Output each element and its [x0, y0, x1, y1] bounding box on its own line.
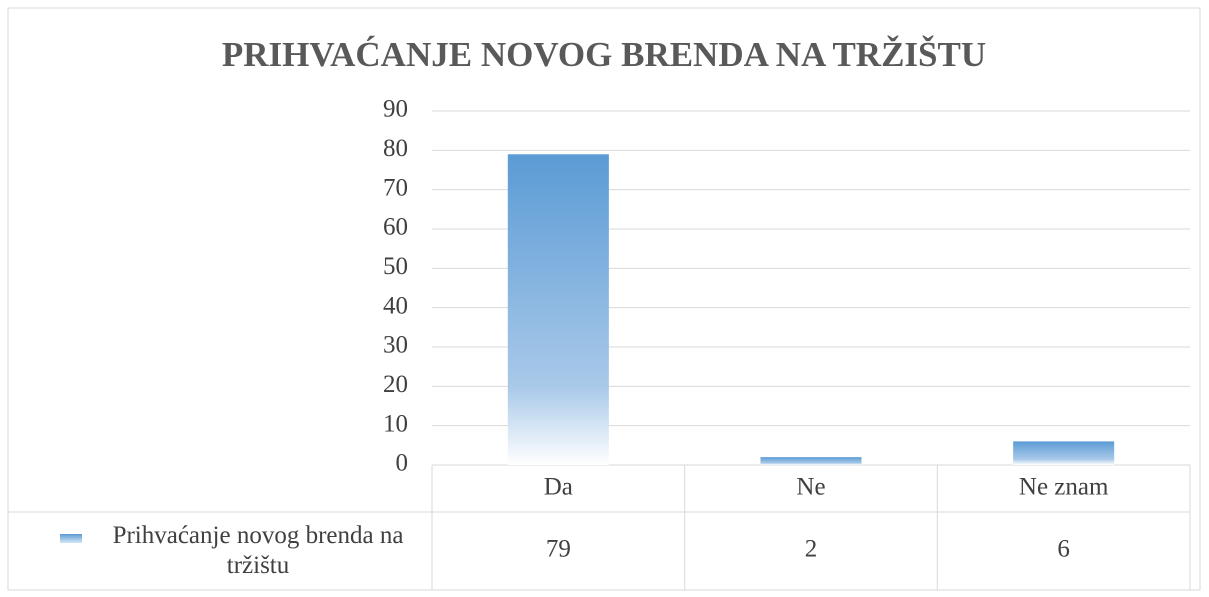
legend-key	[60, 533, 82, 543]
y-tick-label: 60	[383, 214, 408, 241]
y-tick-label: 50	[383, 253, 408, 280]
table-value: 79	[546, 536, 571, 563]
bar	[760, 457, 862, 465]
table-value: 6	[1057, 536, 1070, 563]
y-tick-label: 10	[383, 410, 408, 437]
y-tick-label: 70	[383, 174, 408, 201]
bar	[507, 154, 609, 465]
x-tick-label: Ne znam	[1019, 474, 1109, 501]
x-tick-label: Da	[544, 474, 573, 501]
bar	[1013, 441, 1115, 465]
x-tick-label: Ne	[796, 474, 825, 501]
y-tick-label: 40	[383, 292, 408, 319]
legend: Prihvaćanje novog brenda na tržištu	[60, 514, 430, 588]
y-tick-label: 90	[383, 96, 408, 123]
legend-label: Prihvaćanje novog brenda na tržištu	[112, 522, 404, 579]
y-tick-label: 20	[383, 371, 408, 398]
y-tick-label: 80	[383, 135, 408, 162]
y-tick-label: 0	[396, 450, 409, 477]
chart-title: PRIHVAĆANJE NOVOG BRENDA NA TRŽIŠTU	[222, 34, 986, 74]
y-tick-label: 30	[383, 332, 408, 359]
table-value: 2	[805, 536, 818, 563]
